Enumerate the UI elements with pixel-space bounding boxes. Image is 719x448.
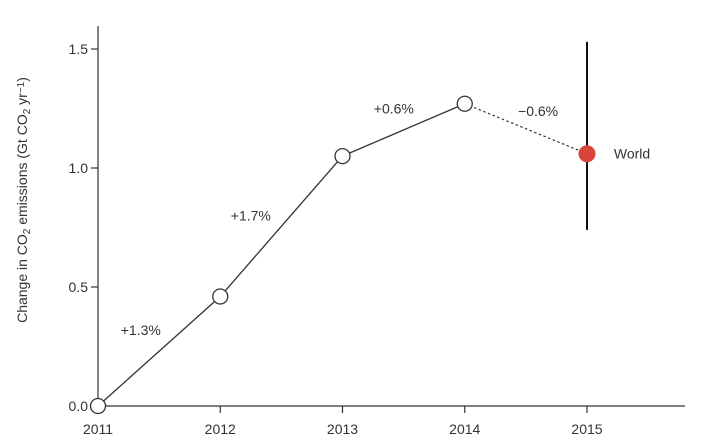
y-tick-label: 1.0 xyxy=(69,160,89,176)
world-label: World xyxy=(614,146,650,162)
x-tick-label: 2014 xyxy=(449,421,480,437)
axes: 0.0 0.5 1.0 1.5 2011 2012 2013 2014 2015 xyxy=(69,26,685,437)
growth-annotation: −0.6% xyxy=(518,103,558,119)
y-axis-label-part: yr xyxy=(14,93,30,109)
y-axis-label: Change in CO2 emissions (Gt CO2 yr−1) xyxy=(14,77,33,323)
growth-annotation: +0.6% xyxy=(374,101,414,117)
data-point-2012 xyxy=(212,288,229,305)
x-tick-label: 2015 xyxy=(571,421,602,437)
y-axis-label-part: Change in CO xyxy=(14,234,30,323)
y-tick-label: 0.0 xyxy=(69,398,89,414)
growth-annotation: +1.7% xyxy=(231,208,271,224)
data-point-2013 xyxy=(334,147,351,165)
data-point-2011 xyxy=(89,397,107,415)
projection-dotted-line xyxy=(464,103,588,155)
y-tick-label: 1.5 xyxy=(69,41,89,57)
growth-annotation: +1.3% xyxy=(121,322,161,338)
x-tick-label: 2012 xyxy=(205,421,236,437)
y-axis-label-part: −1 xyxy=(16,81,27,93)
annotations: +1.3% +1.7% +0.6% −0.6% World xyxy=(121,101,650,338)
y-axis-label-part: 2 xyxy=(22,108,33,114)
world-data-point xyxy=(578,145,596,163)
y-axis-label-part: emissions (Gt CO xyxy=(14,114,30,228)
y-axis-label-part: ) xyxy=(14,77,30,82)
x-tick-label: 2011 xyxy=(83,421,113,437)
historical-line xyxy=(97,103,466,407)
plot-area xyxy=(89,41,596,415)
y-tick-label: 0.5 xyxy=(69,279,89,295)
x-tick-label: 2013 xyxy=(327,421,358,437)
y-axis-label-part: 2 xyxy=(22,228,33,234)
data-point-2014 xyxy=(456,95,473,112)
